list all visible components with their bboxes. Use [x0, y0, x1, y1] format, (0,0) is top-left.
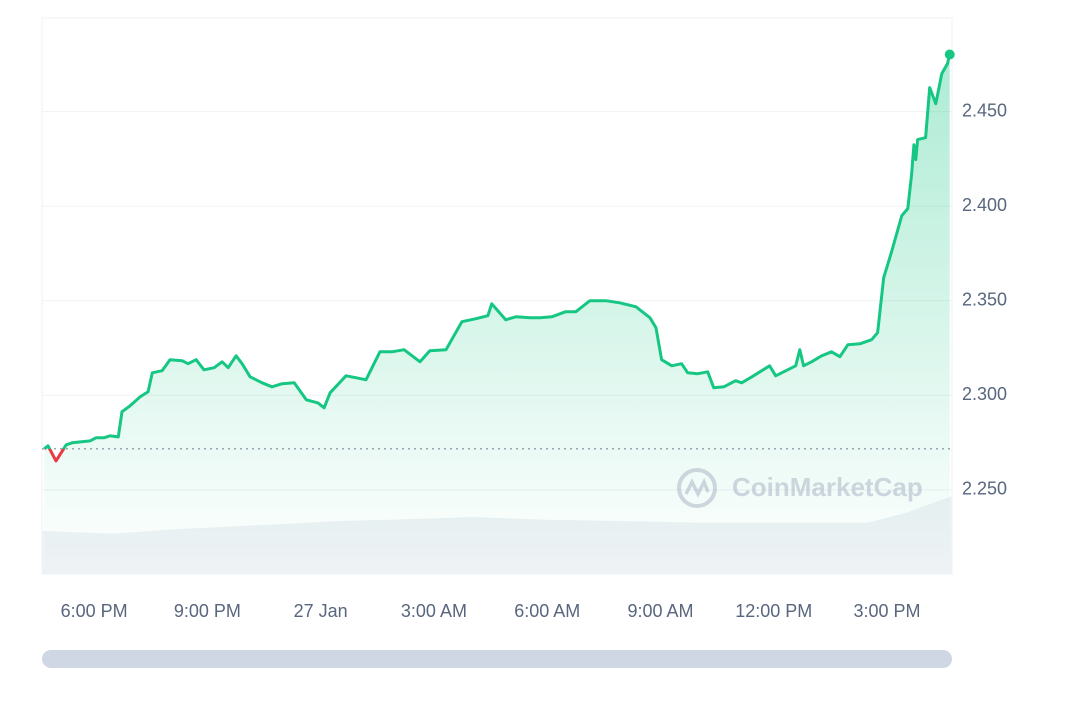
x-tick-label: 12:00 PM	[735, 601, 812, 621]
x-tick-label: 9:00 PM	[174, 601, 241, 621]
last-point	[944, 49, 955, 60]
y-tick-label: 2.250	[962, 479, 1007, 499]
x-tick-label: 27 Jan	[294, 601, 348, 621]
x-tick-label: 3:00 PM	[854, 601, 921, 621]
y-tick-label: 2.350	[962, 289, 1007, 309]
y-tick-label: 2.300	[962, 384, 1007, 404]
x-tick-label: 9:00 AM	[627, 601, 693, 621]
y-tick-label: 2.450	[962, 100, 1007, 120]
x-tick-label: 3:00 AM	[401, 601, 467, 621]
scrollbar[interactable]	[42, 650, 952, 668]
y-tick-label: 2.400	[962, 195, 1007, 215]
watermark: CoinMarketCap	[677, 468, 923, 508]
watermark-text: CoinMarketCap	[732, 472, 923, 502]
price-line	[43, 54, 952, 463]
x-tick-label: 6:00 PM	[61, 601, 128, 621]
price-area	[44, 54, 950, 574]
x-tick-label: 6:00 AM	[514, 601, 580, 621]
